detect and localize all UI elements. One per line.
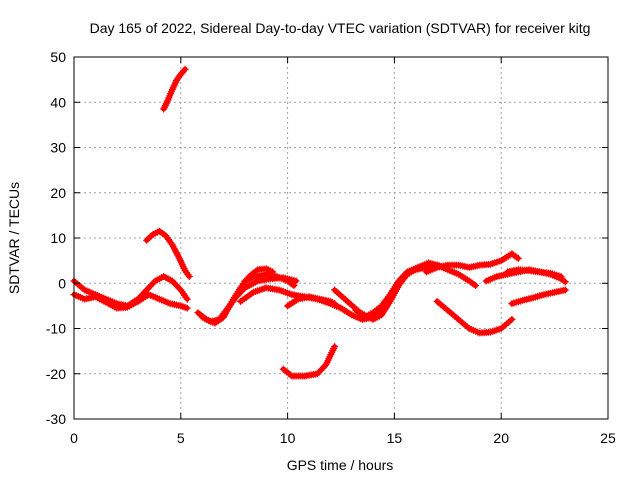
data-point [557, 273, 565, 280]
data-point [290, 282, 298, 289]
data-point [331, 300, 339, 308]
y-tick-label: 0 [58, 275, 66, 291]
data-series [70, 65, 569, 380]
chart-title: Day 165 of 2022, Sidereal Day-to-day VTE… [90, 20, 591, 36]
data-point [147, 232, 155, 240]
x-tick-label: 20 [493, 430, 509, 446]
data-point [560, 277, 568, 285]
data-point [74, 280, 82, 288]
series-arc-16 [508, 286, 569, 308]
data-point [561, 286, 569, 294]
data-point [376, 303, 384, 311]
data-point [143, 236, 151, 244]
y-tick-label: -30 [46, 411, 66, 427]
data-point [447, 309, 455, 317]
y-tick-label: 20 [50, 185, 66, 201]
axis-ticks: 0 5 10 15 20 25 -30 -20 -10 0 10 20 30 40 50 [46, 49, 616, 446]
data-point [180, 67, 188, 75]
y-tick-label: 10 [50, 230, 66, 246]
data-point [286, 371, 294, 379]
data-point [183, 295, 191, 303]
data-point [183, 304, 191, 312]
series-arc-9 [284, 293, 339, 310]
data-point [292, 277, 300, 285]
data-point [508, 315, 516, 323]
x-tick-label: 10 [280, 430, 296, 446]
data-point [470, 280, 478, 288]
y-tick-label: 50 [50, 49, 66, 65]
data-point [501, 322, 509, 329]
series-arc-8 [241, 270, 298, 289]
x-tick-label: 5 [177, 430, 185, 446]
data-point [181, 65, 189, 73]
grid [74, 57, 608, 419]
data-point [331, 343, 339, 351]
y-tick-label: -10 [46, 321, 66, 337]
x-tick-label: 15 [387, 430, 403, 446]
series-arc-2 [143, 227, 193, 280]
series-arc-15 [504, 266, 565, 280]
y-tick-label: 40 [50, 94, 66, 110]
series-arc-1 [160, 65, 189, 113]
y-axis-label: SDTVAR / TECUs [6, 182, 22, 294]
data-point [439, 302, 446, 310]
x-tick-label: 25 [600, 430, 616, 446]
data-point [185, 273, 193, 280]
x-tick-label: 0 [70, 430, 78, 446]
series-arc-11 [352, 259, 480, 321]
y-tick-label: 30 [50, 140, 66, 156]
data-point [456, 317, 464, 325]
x-axis-label: GPS time / hours [287, 457, 394, 473]
data-point [288, 280, 296, 288]
data-point [561, 278, 569, 286]
data-point [514, 254, 522, 262]
y-tick-label: -20 [46, 366, 66, 382]
series-arc-13 [433, 297, 516, 337]
data-point [472, 282, 480, 289]
series-arc-12 [422, 250, 522, 276]
data-point [513, 253, 521, 261]
series-arc-17 [279, 343, 339, 380]
